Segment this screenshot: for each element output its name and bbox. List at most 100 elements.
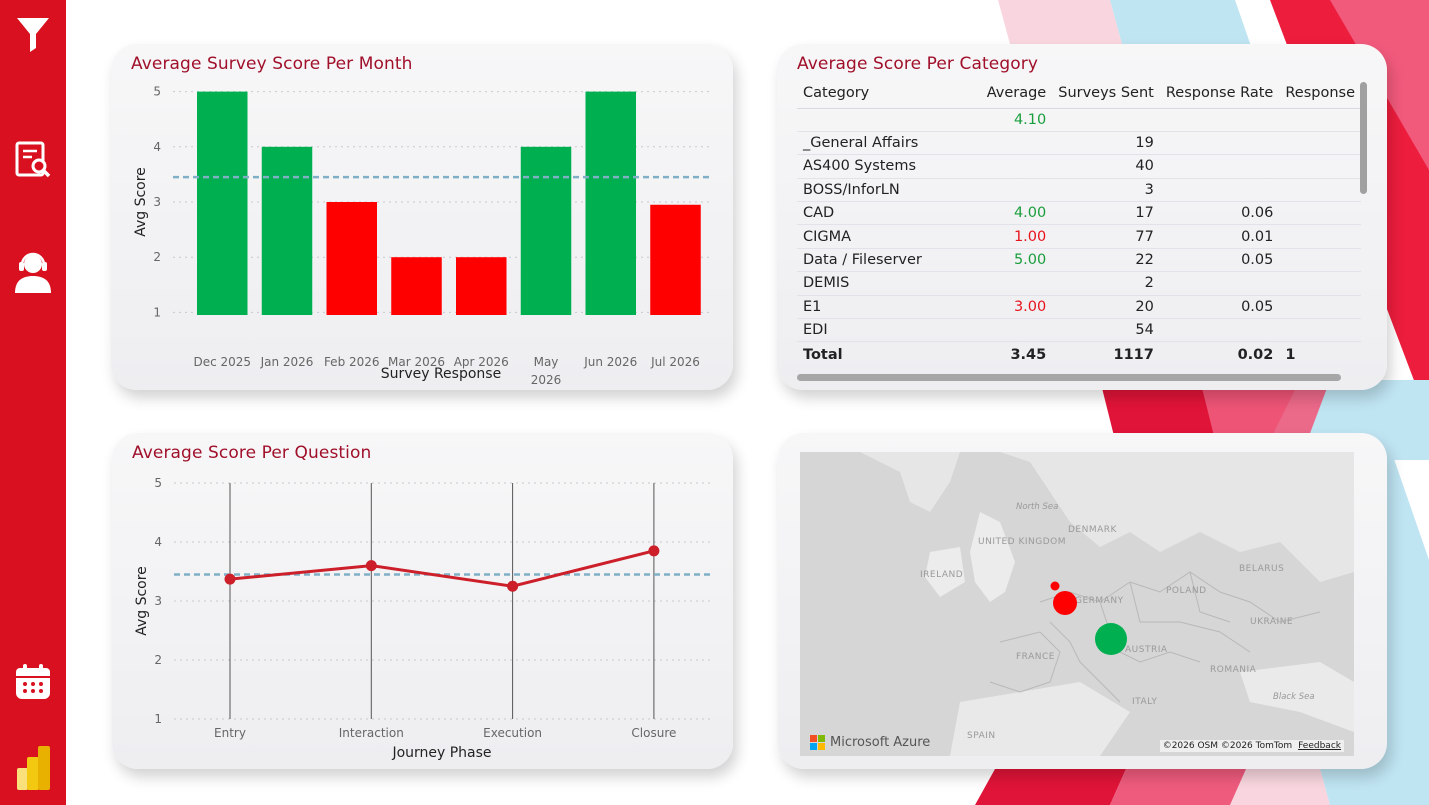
cell-category: EDI [797,318,977,343]
y-axis-title: Avg Score [134,566,150,636]
map-label-poland: POLAND [1166,586,1207,596]
bar [650,204,701,315]
map-bubble-belgium[interactable] [1053,591,1077,615]
table-row[interactable]: 4.10 [797,108,1361,132]
column-header-surveys-sent[interactable]: Surveys Sent [1052,78,1160,109]
map-label-belarus: BELARUS [1239,564,1285,574]
table-row[interactable]: CAD 4.00 17 0.06 [797,201,1361,226]
data-point [507,580,519,592]
cell-category: BOSS/InforLN [797,178,977,203]
cell-average: 4.00 [977,201,1053,226]
map-landmass [800,452,1354,756]
x-tick-label: Jan 2026 [260,355,314,369]
cell-response-rate: 0.01 [1159,224,1280,249]
table-row[interactable]: DEMIS 2 [797,271,1361,296]
table-row[interactable]: BOSS/InforLN 3 [797,178,1361,203]
cell-response-rate [1159,108,1280,132]
x-tick-label: 2026 [531,373,562,387]
y-tick-label: 1 [153,305,161,319]
cell-average: 4.10 [977,108,1053,132]
map-provider-label: Microsoft Azure [830,735,931,750]
cell-surveys-sent: 22 [1052,248,1160,273]
cell-average [977,154,1053,179]
question-score-card: Average Score Per Question 1 2 3 4 5 Entry Int… [112,433,733,769]
table-row[interactable]: EDI 54 [797,318,1361,343]
table-row[interactable]: AS400 Systems 40 [797,154,1361,179]
cell-average: 1.00 [977,224,1053,249]
azure-logo: Microsoft Azure [810,735,930,750]
question-chart-title: Average Score Per Question [132,443,372,463]
vertical-scrollbar-thumb[interactable] [1360,82,1367,194]
cell-category: Data / Fileserver [797,248,977,273]
cell-average [977,131,1053,156]
cell-category: CIGMA [797,224,977,249]
map-label-spain: SPAIN [967,731,996,741]
support-agent-icon[interactable] [11,249,55,293]
filter-icon[interactable] [11,12,55,56]
cell-category: E1 [797,295,977,320]
x-tick-label: Dec 2025 [193,355,251,369]
sidebar-nav [0,0,66,805]
data-point [365,560,377,572]
cell-response [1279,178,1361,203]
table-row[interactable]: _General Affairs 19 [797,131,1361,156]
column-header-response[interactable]: Response [1279,78,1361,109]
table-row[interactable]: CIGMA 1.00 77 0.01 [797,224,1361,249]
data-point [648,545,660,557]
cell-surveys-sent: 40 [1052,154,1160,179]
cell-response-rate: 0.05 [1159,248,1280,273]
map-bubble-netherlands[interactable] [1050,581,1060,591]
cell-average: 5.00 [977,248,1053,273]
y-tick-label: 5 [154,476,162,490]
cell-response [1279,131,1361,156]
horizontal-scrollbar-thumb[interactable] [797,374,1341,381]
cell-response [1279,201,1361,226]
y-tick-label: 3 [154,594,162,608]
bar [326,202,378,315]
map-label-france: FRANCE [1016,652,1055,662]
table-row[interactable]: Data / Fileserver 5.00 22 0.05 [797,248,1361,273]
y-tick-label: 5 [153,85,161,99]
total-label: Total [797,341,977,368]
cell-response-rate: 0.06 [1159,201,1280,226]
map-label-romania: ROMANIA [1210,665,1257,675]
x-tick-label: Feb 2026 [324,355,380,369]
x-tick-label: Closure [631,726,676,740]
cell-response-rate: 0.05 [1159,295,1280,320]
cell-average [977,318,1053,343]
report-search-icon[interactable] [11,138,55,182]
x-axis-title: Journey Phase [391,745,491,761]
total-response: 1 [1279,341,1361,368]
x-tick-label: May [534,355,559,369]
cell-surveys-sent: 54 [1052,318,1160,343]
data-point [224,573,236,585]
microsoft-logo-icon [810,735,825,750]
cell-surveys-sent: 19 [1052,131,1160,156]
cell-category: CAD [797,201,977,226]
column-header-response-rate[interactable]: Response Rate [1159,78,1280,109]
power-bi-icon[interactable] [11,746,55,790]
x-tick-label: Execution [483,726,542,740]
series-line [229,549,655,588]
column-header-category[interactable]: Category [797,78,977,109]
cell-response-rate [1159,154,1280,179]
category-table-card: Average Score Per Category Category Aver… [777,44,1387,390]
column-header-average[interactable]: Average [977,78,1053,109]
total-surveys-sent: 1117 [1052,341,1160,368]
map-feedback-link[interactable]: Feedback [1298,741,1341,751]
europe-map[interactable]: UNITED KINGDOM IRELAND DENMARK GERMANY P… [800,452,1354,756]
monthly-bar-chart: 1 2 3 4 5 Dec 2025 Jan 2026 Feb 2026 Mar 2026 Apr… [133,85,711,387]
vertical-scrollbar[interactable] [1360,78,1367,368]
map-bubble-austria[interactable] [1095,623,1127,655]
x-tick-label: Jul 2026 [650,355,700,369]
cell-surveys-sent [1052,108,1160,132]
calendar-icon[interactable] [11,660,55,704]
bar [520,146,572,315]
cell-response [1279,154,1361,179]
cell-response [1279,224,1361,249]
cell-surveys-sent: 17 [1052,201,1160,226]
cell-surveys-sent: 20 [1052,295,1160,320]
map-label-austria: AUSTRIA [1125,645,1168,655]
y-tick-label: 2 [154,653,162,667]
table-row[interactable]: E1 3.00 20 0.05 [797,295,1361,320]
